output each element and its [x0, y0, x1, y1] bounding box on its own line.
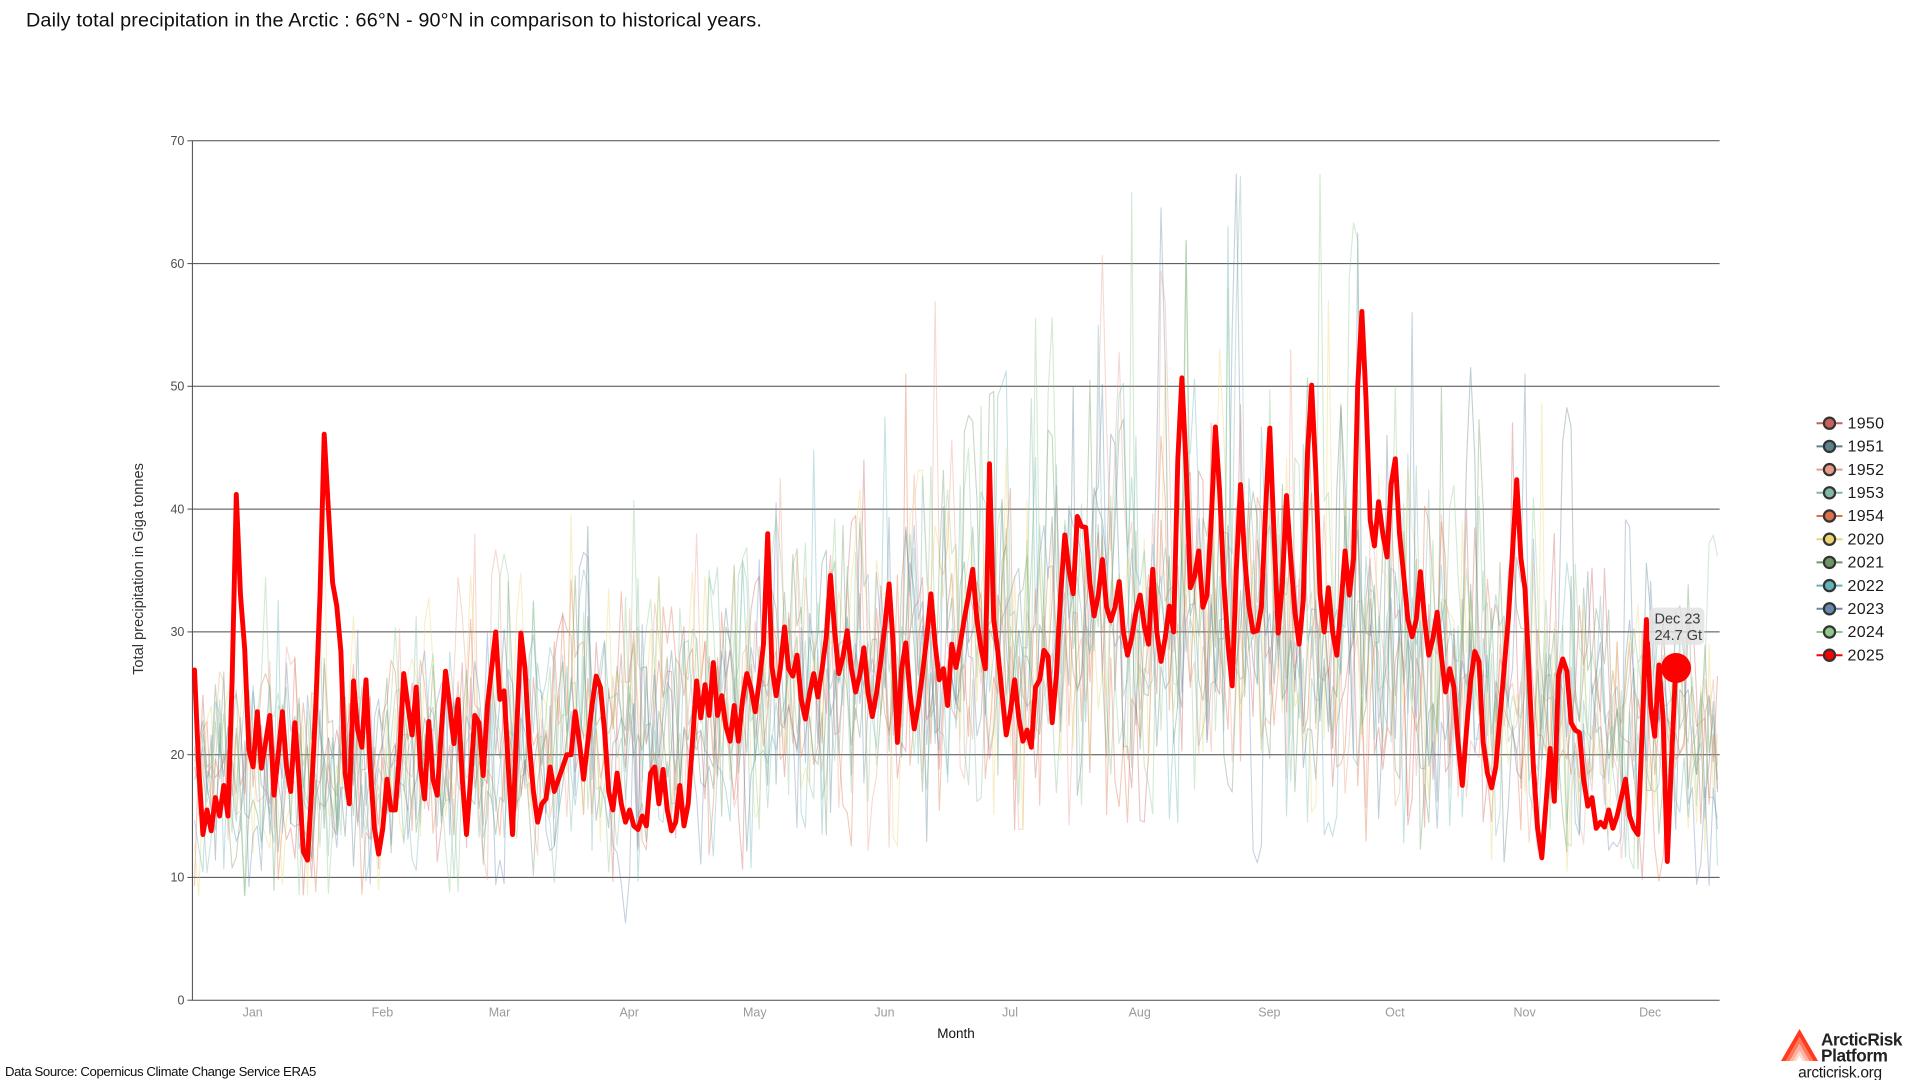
svg-text:10: 10	[170, 871, 184, 885]
svg-text:2022: 2022	[1848, 578, 1885, 595]
svg-text:1954: 1954	[1848, 508, 1885, 525]
svg-text:30: 30	[170, 625, 184, 639]
svg-text:ArcticRisk: ArcticRisk	[1821, 1030, 1903, 1050]
svg-text:2023: 2023	[1848, 601, 1885, 618]
svg-text:Platform: Platform	[1821, 1046, 1888, 1066]
svg-text:2025: 2025	[1848, 647, 1885, 664]
svg-text:Daily total precipitation in t: Daily total precipitation in the Arctic …	[26, 10, 762, 32]
svg-text:arcticrisk.org: arcticrisk.org	[1798, 1065, 1882, 1080]
svg-text:2020: 2020	[1848, 531, 1885, 548]
svg-text:1950: 1950	[1848, 415, 1885, 432]
svg-text:Nov: Nov	[1513, 1006, 1536, 1020]
svg-text:2021: 2021	[1848, 555, 1885, 572]
svg-text:1953: 1953	[1848, 485, 1885, 502]
svg-text:Oct: Oct	[1385, 1006, 1405, 1020]
svg-text:Month: Month	[937, 1026, 975, 1041]
svg-text:40: 40	[170, 502, 184, 516]
svg-text:Aug: Aug	[1129, 1006, 1151, 1020]
svg-text:0: 0	[177, 993, 184, 1007]
svg-text:1951: 1951	[1848, 439, 1885, 456]
svg-text:70: 70	[170, 134, 184, 148]
svg-text:Dec: Dec	[1639, 1006, 1661, 1020]
svg-text:Total precipitation in Giga to: Total precipitation in Giga tonnes	[131, 463, 147, 675]
svg-text:Data Source: Copernicus Climat: Data Source: Copernicus Climate Change S…	[5, 1064, 316, 1079]
svg-text:Jul: Jul	[1002, 1006, 1018, 1020]
svg-text:60: 60	[170, 257, 184, 271]
svg-text:2024: 2024	[1848, 624, 1885, 641]
svg-text:Jan: Jan	[243, 1006, 263, 1020]
svg-text:Apr: Apr	[619, 1006, 638, 1020]
svg-text:Mar: Mar	[489, 1006, 511, 1020]
svg-text:Sep: Sep	[1258, 1006, 1280, 1020]
svg-text:24.7 Gt: 24.7 Gt	[1655, 628, 1703, 644]
svg-text:20: 20	[170, 748, 184, 762]
svg-text:May: May	[743, 1006, 767, 1020]
svg-text:Dec 23: Dec 23	[1655, 612, 1701, 628]
svg-text:50: 50	[170, 380, 184, 394]
svg-text:1952: 1952	[1848, 462, 1885, 479]
svg-text:Jun: Jun	[874, 1006, 894, 1020]
svg-text:Feb: Feb	[372, 1006, 394, 1020]
